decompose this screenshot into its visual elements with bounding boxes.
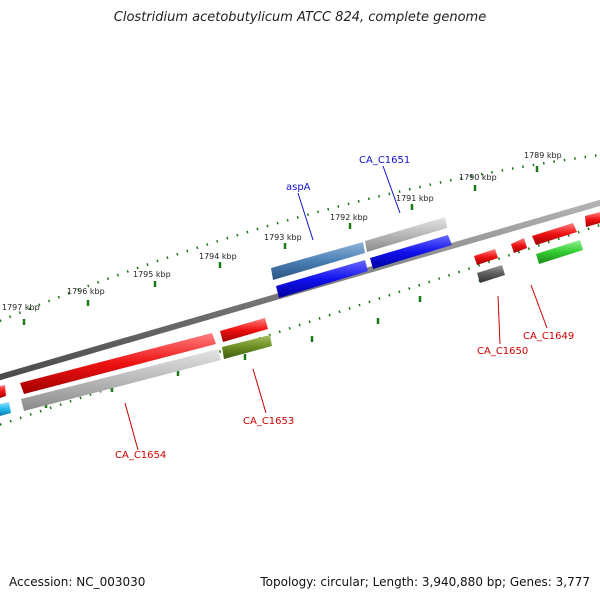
gene-label-ca-c1653: CA_C1653 (243, 416, 294, 427)
upper-strand-genes (0, 212, 600, 398)
page-title: Clostridium acetobutylicum ATCC 824, com… (113, 10, 487, 25)
gene-gray-lower (21, 349, 221, 411)
gene-label-ca-c1650: CA_C1650 (477, 346, 528, 357)
outer-tick-track (0, 153, 600, 323)
gene-blue-1651 (370, 235, 452, 269)
gene-cyan (0, 402, 11, 416)
tick-label: 1790 kbp (459, 173, 497, 182)
gene-red-small-right (511, 238, 527, 253)
gene-red-left-edge (0, 385, 6, 398)
gene-label-ca-c1649: CA_C1649 (523, 331, 574, 342)
tick-label: 1795 kbp (133, 270, 171, 279)
inner-tick-track (0, 223, 600, 426)
gene-red-1654 (20, 333, 216, 394)
gene-red-1653 (220, 318, 268, 342)
accession-text: Accession: NC_003030 (9, 575, 146, 589)
gene-red-1649 (532, 223, 577, 245)
gene-darkgray (477, 265, 505, 283)
gene-label-ca-c1651: CA_C1651 (359, 155, 410, 166)
tick-label: 1797 kbp (2, 303, 40, 312)
gene-steelblue (271, 242, 365, 280)
lower-strand-genes (0, 235, 583, 416)
gene-green (536, 240, 583, 264)
gene-label-ca-c1654: CA_C1654 (115, 450, 166, 461)
tick-labels: 1789 kbp 1790 kbp 1791 kbp 1792 kbp 1793… (2, 151, 562, 312)
tick-label: 1791 kbp (396, 194, 434, 203)
gene-gray-upper (365, 217, 447, 252)
gene-label-aspA: aspA (286, 182, 311, 193)
tick-label: 1794 kbp (199, 252, 237, 261)
gene-olive (222, 335, 272, 359)
gene-red-1650 (474, 249, 498, 265)
gene-blue-aspA (276, 260, 368, 298)
gene-labels: aspA CA_C1651 CA_C1650 CA_C1649 CA_C1653… (115, 155, 574, 461)
tick-label: 1789 kbp (524, 151, 562, 160)
tick-label: 1793 kbp (264, 233, 302, 242)
gene-red-upper-right (585, 212, 600, 227)
label-lines (124, 165, 548, 451)
outer-major-ticks (22, 166, 539, 325)
tick-label: 1792 kbp (330, 213, 368, 222)
genome-summary-text: Topology: circular; Length: 3,940,880 bp… (260, 575, 590, 589)
tick-label: 1796 kbp (67, 287, 105, 296)
